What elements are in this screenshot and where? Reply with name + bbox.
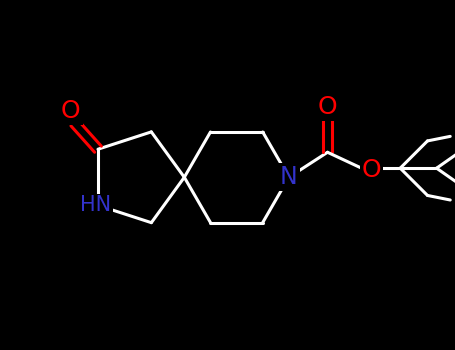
Text: O: O: [318, 95, 337, 119]
Text: HN: HN: [80, 195, 111, 215]
Text: O: O: [362, 159, 381, 182]
Text: O: O: [61, 99, 81, 124]
Text: N: N: [280, 165, 298, 189]
